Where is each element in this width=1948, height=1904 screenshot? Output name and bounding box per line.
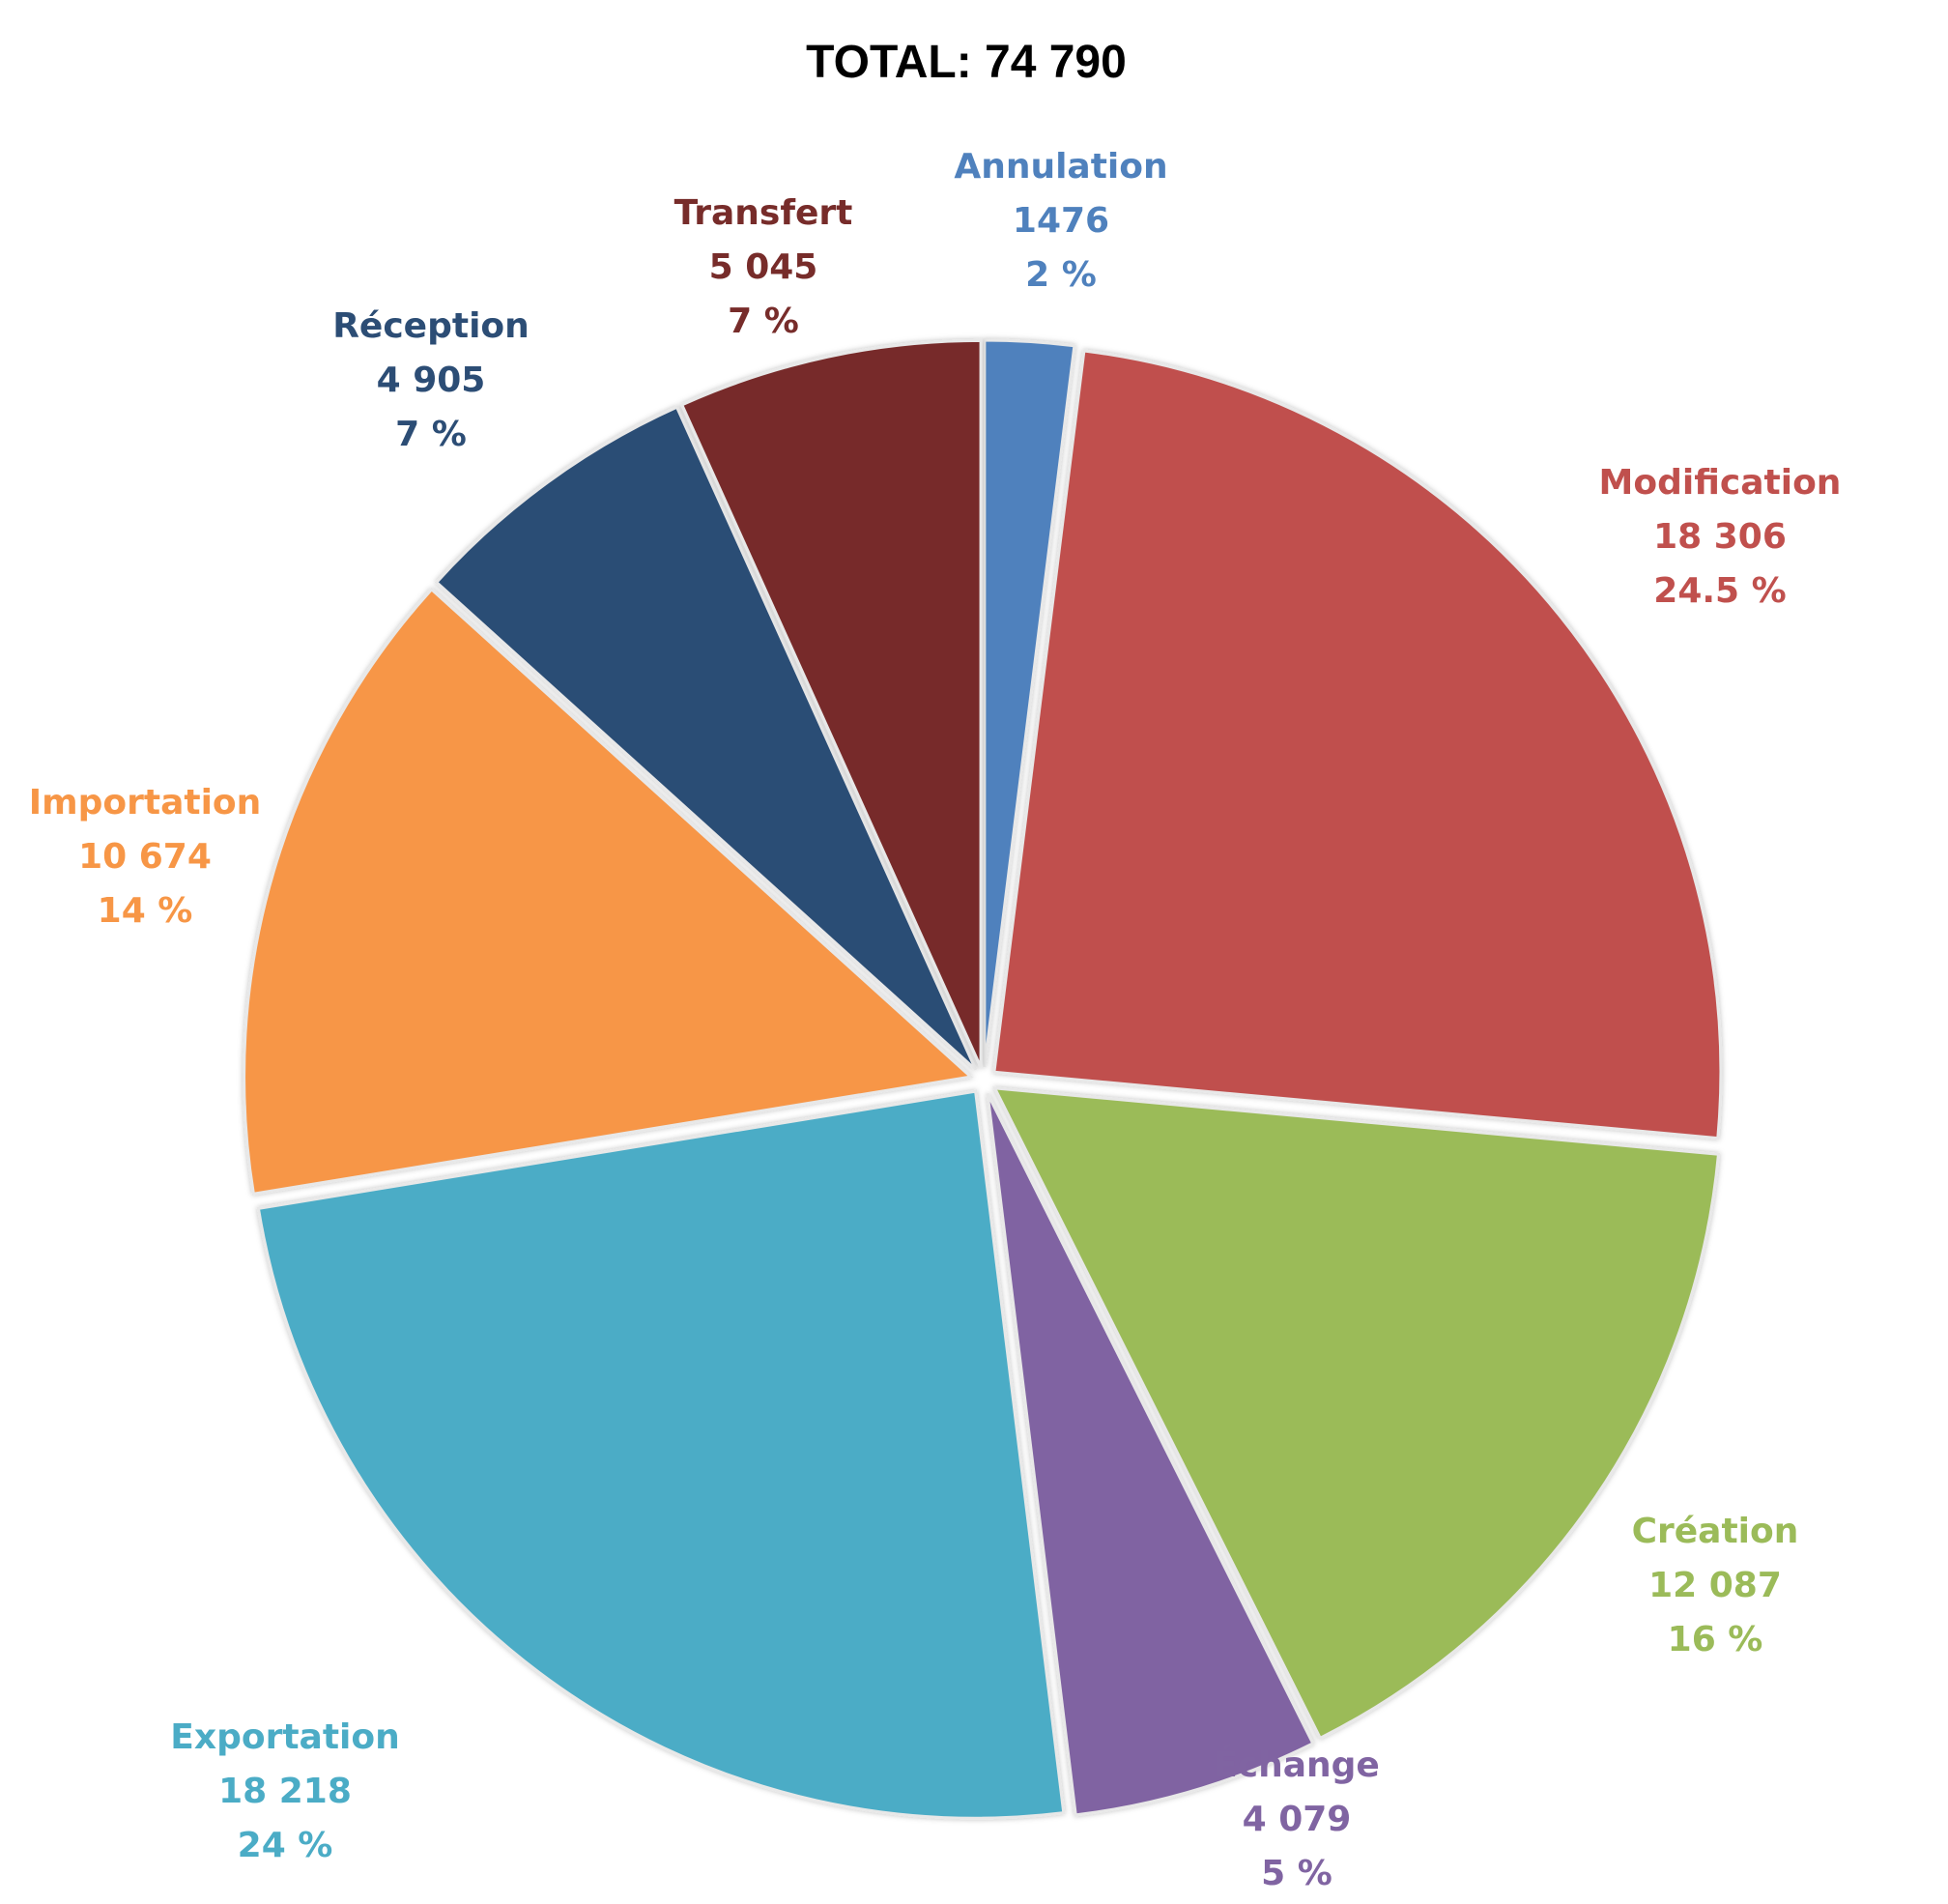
slice-label-transfert: Transfert 5 045 7 % xyxy=(674,193,853,341)
slice-label-name: Réception xyxy=(332,306,530,346)
slice-label-reception: Réception 4 905 7 % xyxy=(332,306,530,454)
slice-label-echange: Échange 4 079 5 % xyxy=(1214,1745,1380,1893)
slice-label-value: 4 079 xyxy=(1243,1800,1352,1839)
slice-label-percent: 14 % xyxy=(98,891,193,931)
slice-label-value: 1476 xyxy=(1013,201,1109,241)
slice-label-percent: 5 % xyxy=(1261,1854,1332,1893)
slice-label-value: 18 306 xyxy=(1653,517,1787,557)
pie-slice-exportation xyxy=(256,1089,1066,1820)
pie-slice-annulation xyxy=(983,338,1076,1068)
chart-title: TOTAL: 74 790 xyxy=(806,37,1127,88)
slice-label-value: 5 045 xyxy=(709,247,818,287)
slice-label-exportation: Exportation 18 218 24 % xyxy=(170,1717,399,1865)
slice-label-percent: 2 % xyxy=(1025,255,1097,295)
pie-slice-modification xyxy=(992,349,1723,1140)
slice-label-name: Échange xyxy=(1214,1745,1380,1785)
slice-label-percent: 24.5 % xyxy=(1653,571,1786,611)
slice-label-modification: Modification 18 306 24.5 % xyxy=(1599,463,1842,611)
pie-slice-reception xyxy=(434,405,978,1071)
pie-slice-creation xyxy=(992,1086,1721,1741)
pie-slice-importation xyxy=(243,587,974,1196)
slice-label-percent: 7 % xyxy=(395,415,467,454)
slice-label-percent: 24 % xyxy=(238,1826,333,1865)
slice-label-value: 18 218 xyxy=(218,1772,352,1811)
pie-slice-transfert xyxy=(679,338,983,1068)
slice-labels: Annulation 1476 2 % Modification 18 306 24.5 … xyxy=(29,147,1842,1893)
slice-label-percent: 16 % xyxy=(1668,1620,1763,1659)
slice-label-importation: Importation 10 674 14 % xyxy=(29,783,262,931)
pie-slices xyxy=(243,338,1723,1820)
slice-label-value: 12 087 xyxy=(1648,1566,1782,1605)
slice-label-annulation: Annulation 1476 2 % xyxy=(954,147,1167,295)
slice-label-name: Création xyxy=(1632,1512,1799,1551)
slice-label-name: Modification xyxy=(1599,463,1842,503)
slice-label-name: Importation xyxy=(29,783,262,822)
slice-label-value: 4 905 xyxy=(377,361,486,400)
slice-label-creation: Création 12 087 16 % xyxy=(1632,1512,1799,1659)
slice-label-name: Exportation xyxy=(170,1717,399,1757)
slice-label-percent: 7 % xyxy=(728,302,799,341)
slice-label-value: 10 674 xyxy=(78,837,212,877)
pie-slice-echange xyxy=(986,1092,1315,1817)
slice-label-name: Annulation xyxy=(954,147,1167,187)
slice-label-name: Transfert xyxy=(674,193,853,233)
